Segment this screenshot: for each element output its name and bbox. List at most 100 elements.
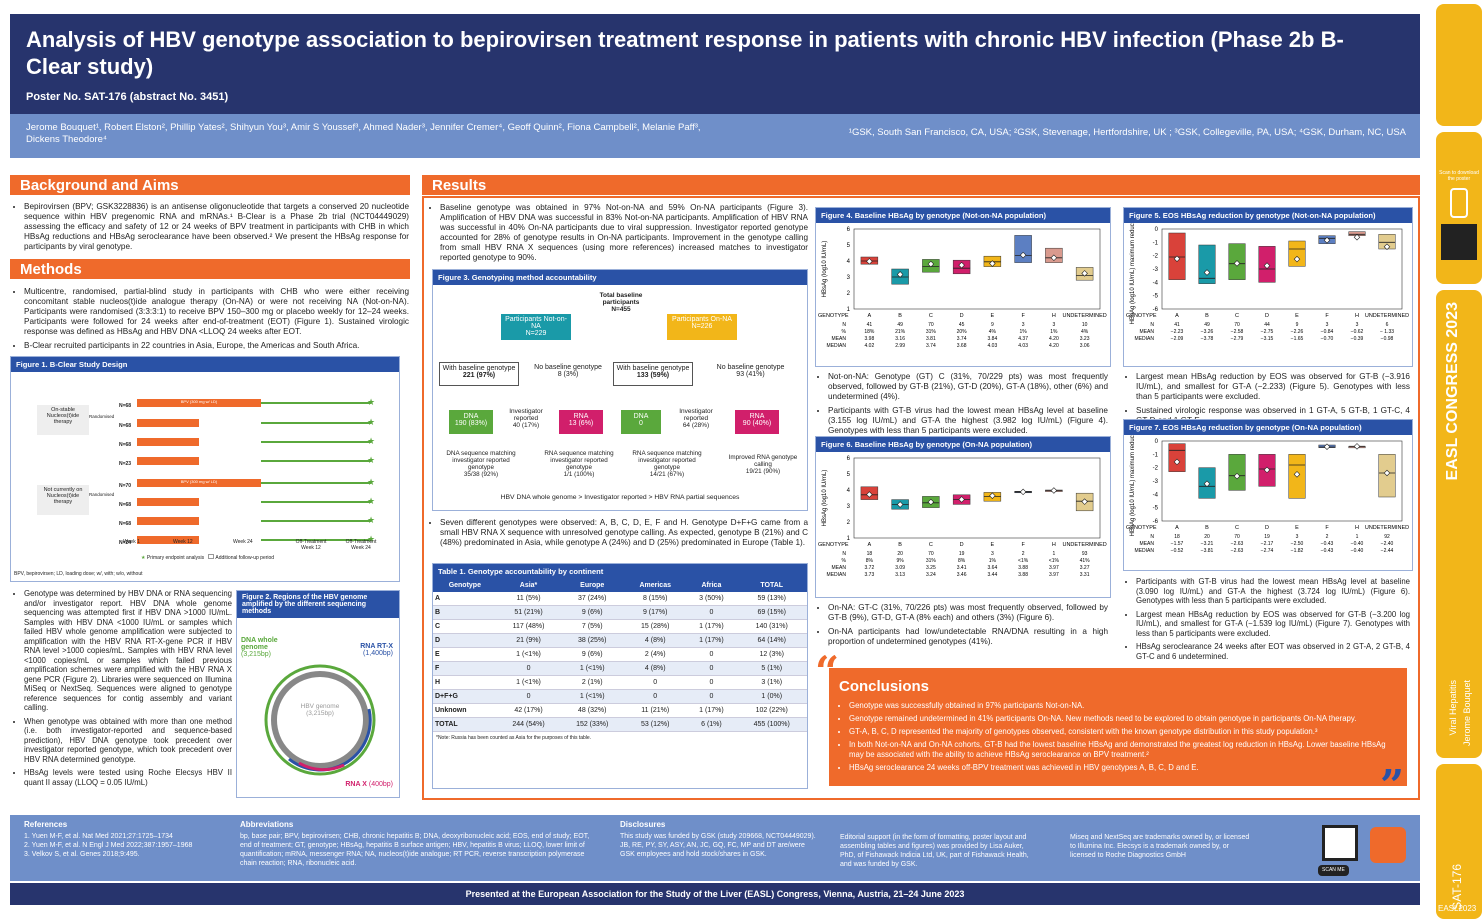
stat-value: 1 [1052,551,1055,557]
x-tick-label: F [1325,313,1329,319]
legend-followup: Additional follow-up period [215,555,275,561]
table-cell: 8 (15%) [624,592,687,606]
x-tick-label: UNDETERMINED [1062,313,1106,319]
x-tick-label: E [991,542,995,548]
eos2-bullet: HBsAg seroclearance 24 weeks after EOT w… [1136,642,1410,661]
download-qr-code[interactable] [1441,224,1477,260]
figure-2: Figure 2. Regions of the HBV genome ampl… [236,590,400,798]
background-bullet: Bepirovirsen (BPV; GSK3228836) is an ant… [24,202,409,252]
total-label: Total baseline participants [599,292,643,306]
table-cell: 11 (21%) [624,703,687,718]
stat-value: 3.41 [957,565,967,571]
methods-bullet: B-Clear recruited participants in 22 cou… [24,341,409,351]
rna1-label: RNA [573,413,589,420]
stat-value: −2.79 [1231,336,1244,342]
table-header-cell: Africa [686,579,737,592]
easl-congress-label: EASL CONGRESS 2023 [1444,302,1461,481]
arm-n-label: N=68 [119,502,132,508]
stat-value: 20 [897,551,903,557]
table-1-title: Table 1. Genotype accountability by cont… [433,564,807,579]
stat-value: −2.23 [1171,329,1184,335]
trademark-note: Miseq and NextSeq are trademarks owned b… [1070,834,1250,859]
references-bar: References 1. Yuen M-F, et al. Nat Med 2… [10,815,1420,881]
box-B [1198,244,1216,284]
investigator-2: Investigator reported 64 (28%) [667,408,725,429]
stat-value: 4.20 [1049,336,1059,342]
figure-4: Figure 4. Baseline HBsAg by genotype (No… [815,207,1111,367]
background-text: Bepirovirsen (BPV; GSK3228836) is an ant… [14,202,409,256]
table-row: B 51 (21%) 9 (6%) 9 (17%) 0 69 (15%) [433,605,807,620]
table-header-cell: Asia* [496,579,561,592]
stat-value: −0.62 [1351,329,1364,335]
stat-row-label: N [1150,322,1154,328]
arm-bar [137,457,199,465]
stat-value: 1% [1050,329,1058,335]
stat-value: 20% [957,329,968,335]
no1-label: No baseline genotype [534,364,602,371]
plot-frame [853,228,1101,310]
mean-marker [927,498,935,506]
rt-label: RNA RT-X (1,400bp) [360,643,393,657]
stat-value: 3 [991,551,994,557]
arm-bar [137,517,199,525]
table-cell: 59 (13%) [736,592,807,606]
stat-value: 3.88 [1018,565,1028,571]
stat-value: 4% [1081,329,1089,335]
stat-value: −0.43 [1321,541,1334,547]
stat-value: 92 [1384,534,1390,540]
mean-marker [896,271,904,278]
onna-n: N=226 [691,323,713,330]
rna-box-2: RNA 90 (40%) [735,410,779,434]
no-genotype-2: No baseline genotype 93 (41%) [708,364,793,378]
scan-text: Scan to download the poster [1439,170,1479,182]
figure-5-chart: -6 -5 -4 -3 -2 -1 0 HBsAg (log10 IU/mL) maximum… [1126,214,1409,342]
plot-frame [853,457,1101,539]
stat-value: −3.21 [1201,541,1214,547]
onna-text: On-NA: GT-C (31%, 70/226 pts) was most f… [818,603,1108,651]
genotype-label: GENOTYPE [1126,313,1157,319]
box-E [1288,240,1306,267]
author-names: Jerome Bouquet¹, Robert Elston², Phillip… [26,122,701,145]
with1-n: 221 (97%) [462,372,496,379]
arm-n-label: N=68 [119,423,132,429]
open-quote-icon: “ [815,647,840,696]
stat-value: −0.40 [1351,541,1364,547]
sidebar-code: SAT-176 EASL2023 [1436,764,1482,919]
stat-value: 3.74 [926,343,936,349]
qr-code-icon[interactable] [1322,825,1358,861]
plot-frame [1161,228,1403,310]
background-heading: Background and Aims [10,175,410,195]
m4-label: Improved RNA genotype calling [728,454,798,468]
y-tick-label: 5 [847,243,851,249]
star-icon: ★ [367,417,376,427]
table-cell: TOTAL [433,717,497,732]
y-axis-label: HBsAg (log10 IU/mL) [822,241,828,298]
arm-n-label: N=68 [119,521,132,527]
stat-value: 41 [1174,322,1180,328]
mean-marker [1050,487,1058,494]
mean-marker [1173,458,1181,466]
stat-value: −1.65 [1291,336,1304,342]
stat-value: 4% [989,329,997,335]
table-cell: 102 (22%) [736,703,807,718]
stat-value: 70 [1234,534,1240,540]
stat-value: −0.84 [1321,329,1334,335]
x-tick-label: F [1021,542,1025,548]
rt-label-text: RNA RT-X [360,643,393,650]
stat-value: 31% [926,329,937,335]
stat-value: −0.40 [1351,548,1364,554]
table-cell: 0 [686,605,737,620]
inv1-label: Investigator reported [509,408,543,422]
y-tick-label: 4 [847,259,851,265]
figure-5: Figure 5. EOS HBsAg reduction by genotyp… [1123,207,1413,367]
y-tick-label: -5 [1153,294,1159,300]
m2-label: RNA sequence matching investigator repor… [544,450,614,471]
y-tick-label: -6 [1153,307,1159,313]
mean-marker [866,491,873,498]
table-cell: 1 (<1%) [560,689,625,704]
stat-value: 4.20 [1049,343,1059,349]
figure-5-title: Figure 5. EOS HBsAg reduction by genotyp… [1124,208,1412,223]
mean-marker [1019,488,1027,496]
reference-item: 1. Yuen M-F, et al. Nat Med 2021;27:1725… [24,833,173,840]
